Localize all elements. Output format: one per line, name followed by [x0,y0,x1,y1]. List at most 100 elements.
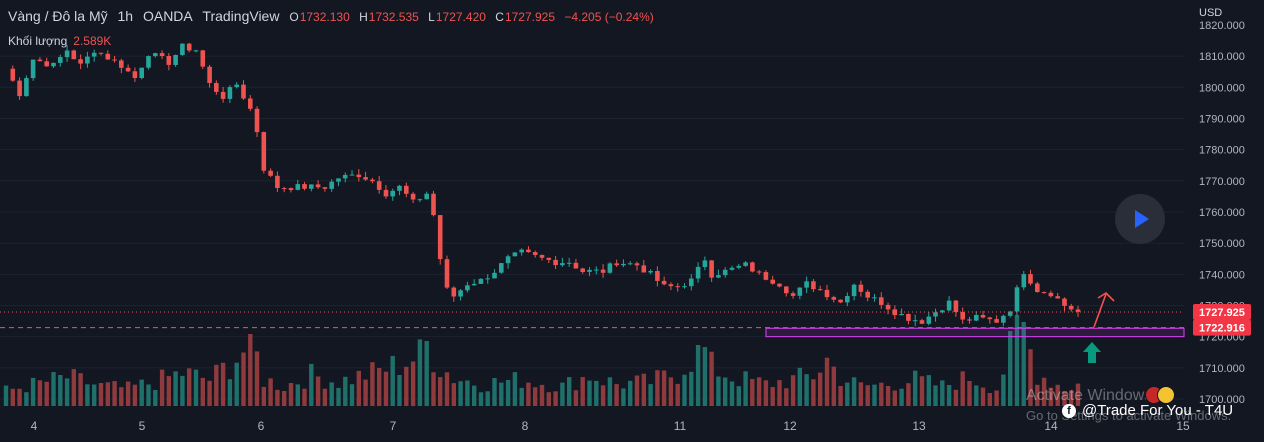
volume-bar [302,388,307,406]
candle-body [600,269,606,273]
candle-body [112,59,117,61]
support-zone [765,327,1185,338]
volume-bar [309,363,314,406]
volume-bar [797,367,802,406]
volume-bar [1075,383,1081,406]
volume-bar [885,386,891,406]
candle-body [953,300,959,312]
ohlc-values: O1732.130 H1732.535 L1727.420 C1727.925 … [289,10,659,24]
candle-body [125,67,131,72]
candle-body [926,316,932,324]
candle-body [315,184,321,188]
volume-bar [831,366,836,406]
time-tick-label: 12 [783,419,797,433]
volume-bar [315,376,321,406]
candle-body [1007,311,1013,316]
volume-legend[interactable]: Khối lượng 2.589K [8,34,111,48]
candle-body [831,297,837,300]
currency-label[interactable]: USD [1199,7,1223,19]
volume-bar [200,377,205,406]
candle-body [607,263,613,273]
volume-bar [424,341,429,406]
candle-body [1041,292,1047,294]
candle-body [159,53,165,56]
time-axis[interactable]: 4 5 6 7 8 11 12 13 14 15 [31,419,1190,433]
volume-bar [750,379,755,406]
symbol-name[interactable]: Vàng / Đô la Mỹ [8,8,108,24]
volume-bar [533,387,538,406]
volume-bar [675,383,680,406]
exchange-label: OANDA [142,8,193,24]
candle-body [444,259,450,288]
grid-lines [0,55,1184,400]
close-value: 1727.925 [504,10,555,24]
candle-body [329,181,334,189]
candle-body [790,293,796,296]
candle-body [736,265,742,268]
candle-body [770,279,775,284]
price-axis[interactable]: 1700.0001710.0001720.0001730.0001740.000… [1190,0,1264,442]
volume-bar [465,380,470,406]
candle-body [404,185,409,194]
candle-body [526,249,531,253]
time-tick-label: 15 [1176,419,1190,433]
volume-bar [587,380,592,406]
volume-bar [567,377,572,406]
volume-bar [377,368,382,406]
candle-body [410,193,416,200]
time-tick-label: 14 [1044,419,1058,433]
volume-bar [349,384,355,406]
volume-bar [689,371,694,406]
volume-bar [974,385,979,406]
candle-body [580,268,585,272]
candle-body [485,278,490,280]
candle-body [858,284,864,292]
interval-label[interactable]: 1h [117,8,134,24]
volume-bar [641,373,646,406]
volume-bar [220,362,226,406]
candle-body [214,83,219,92]
candle-body [281,188,287,190]
candle-body [431,193,436,216]
volume-bar [505,380,511,406]
candle-body [817,289,823,291]
candle-body [248,98,253,109]
candle-body [974,315,979,321]
price-tick-label: 1790.000 [1199,114,1245,126]
volume-bar [899,388,904,406]
candle-body [899,314,904,316]
candle-body [342,174,348,179]
volume-bar [845,382,850,406]
volume-bar [207,380,212,406]
volume-bar [614,384,619,406]
volume-bar [431,372,436,406]
candle-body [668,284,674,287]
volume-bar [729,381,735,406]
replay-button[interactable] [1115,194,1165,244]
volume-bar [485,391,490,406]
candle-body [268,170,273,176]
volume-bar [865,385,870,406]
candle-body [641,265,647,273]
candle-body [173,55,178,65]
symbol-header[interactable]: Vàng / Đô la Mỹ 1h OANDA TradingView O17… [8,8,666,24]
volume-bar [892,390,897,406]
volume-bar [655,370,660,406]
candle-body [139,67,144,78]
candle-body [44,61,49,67]
volume-bar [546,392,551,406]
volume-bar [804,374,809,406]
time-tick-label: 6 [258,419,265,433]
brand-tag: f @Trade For You - T4U [1062,402,1233,419]
candle-body [967,319,972,321]
volume-bar [241,352,246,406]
volume-bar [78,373,83,406]
volume-bar [180,375,185,406]
candle-body [186,43,192,51]
candle-body [105,53,111,60]
candle-body [1001,315,1006,323]
candle-body [166,56,172,65]
volume-bar [451,383,456,406]
candle-body [621,263,626,266]
